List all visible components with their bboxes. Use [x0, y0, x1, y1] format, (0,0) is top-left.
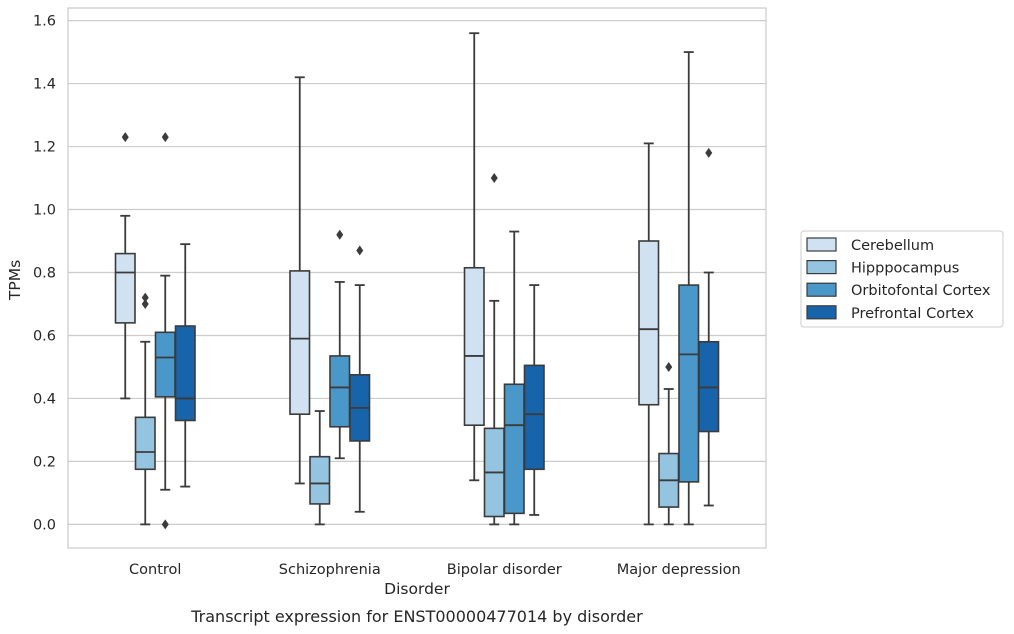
legend-swatch — [806, 237, 837, 252]
y-tick-label: 0.8 — [33, 265, 56, 281]
legend-label: Orbitofontal Cortex — [851, 283, 991, 299]
outlier-point — [490, 173, 498, 184]
iqr-box — [463, 266, 485, 427]
box-hipppocampus — [134, 292, 156, 526]
x-axis-title: Disorder — [384, 580, 450, 598]
box-orbitofontal-cortex — [678, 51, 700, 526]
outlier-point — [161, 132, 169, 143]
iqr-box — [523, 364, 545, 471]
y-tick-label: 0.6 — [33, 328, 56, 344]
box-orbitofontal-cortex — [329, 229, 351, 460]
legend-label: Prefrontal Cortex — [851, 306, 974, 322]
y-axis-ticks: 0.0 0.2 0.4 0.6 0.8 1.0 1.2 1.4 1.6 — [33, 14, 56, 534]
x-tick-label: Major depression — [617, 562, 741, 578]
y-tick-label: 0.4 — [33, 391, 56, 407]
plot-frame — [67, 7, 767, 549]
iqr-box — [114, 252, 136, 324]
y-tick-label: 1.6 — [33, 14, 56, 30]
x-tick-label: Schizophrenia — [279, 562, 381, 578]
grid-lines — [68, 19, 766, 525]
iqr-box — [154, 331, 176, 398]
box-prefrontal-cortex — [174, 243, 196, 488]
outlier-point — [336, 229, 344, 240]
iqr-box — [309, 455, 331, 505]
y-tick-label: 1.2 — [33, 140, 56, 156]
box-cerebellum — [114, 132, 136, 400]
y-tick-label: 0.0 — [33, 517, 56, 533]
box-hipppocampus — [309, 410, 331, 526]
outlier-point — [161, 519, 169, 530]
outlier-point — [121, 132, 129, 143]
box-hipppocampus — [658, 361, 680, 526]
box-orbitofontal-cortex — [503, 230, 525, 526]
boxes — [114, 32, 720, 530]
outlier-point — [705, 147, 713, 158]
box-prefrontal-cortex — [523, 284, 545, 516]
iqr-box — [638, 240, 660, 406]
box-cerebellum — [289, 76, 311, 485]
legend-frame — [800, 230, 1004, 328]
box-cerebellum — [638, 142, 660, 526]
x-tick-label: Control — [129, 562, 181, 578]
box-prefrontal-cortex — [349, 245, 371, 513]
iqr-box — [174, 325, 196, 422]
iqr-box — [329, 355, 351, 428]
iqr-box — [134, 416, 156, 471]
box-orbitofontal-cortex — [154, 132, 176, 530]
iqr-box — [503, 383, 525, 515]
legend-swatch — [806, 260, 837, 275]
box-cerebellum — [463, 32, 485, 482]
y-axis-title: TPMs — [6, 260, 24, 301]
outlier-point — [356, 245, 364, 256]
chart-caption: Transcript expression for ENST0000047701… — [190, 607, 643, 626]
legend-swatch — [806, 305, 837, 320]
legend-label: Cerebellum — [851, 238, 934, 254]
iqr-box — [678, 284, 700, 483]
y-tick-label: 1.4 — [33, 77, 56, 93]
outlier-point — [141, 292, 149, 303]
outlier-point — [141, 298, 149, 309]
y-tick-label: 0.2 — [33, 454, 56, 470]
y-tick-label: 1.0 — [33, 203, 56, 219]
legend: Cerebellum Hipppocampus Orbitofontal Corte… — [800, 230, 1004, 328]
box-hipppocampus — [483, 173, 505, 526]
x-tick-label: Bipolar disorder — [447, 562, 562, 578]
outlier-point — [665, 361, 673, 372]
box-prefrontal-cortex — [698, 147, 720, 507]
x-axis-ticks: Control Schizophrenia Bipolar disorder Majo… — [129, 562, 741, 578]
iqr-box — [289, 270, 311, 415]
legend-label: Hipppocampus — [851, 261, 959, 277]
legend-swatch — [806, 282, 837, 297]
